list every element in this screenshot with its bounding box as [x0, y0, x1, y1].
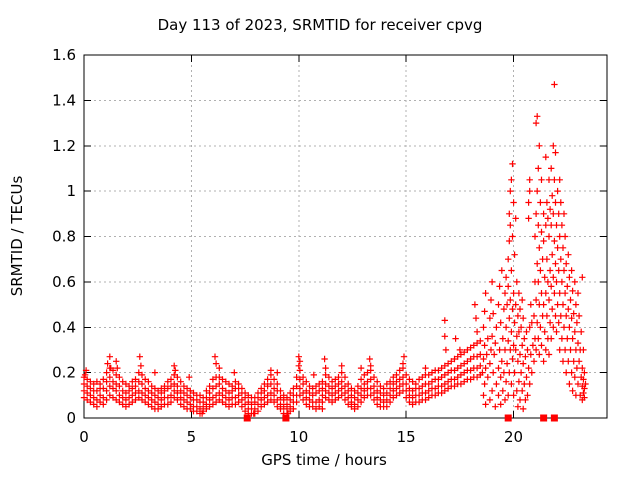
y-tick-label: 1.2	[52, 137, 76, 155]
y-tick-label: 0	[66, 409, 76, 427]
y-tick-label: 0.8	[52, 228, 76, 246]
tick-labels: 0 5 10 15 20 0 0.2 0.4 0.6 0.8 1 1.2 1.4 1.6	[52, 46, 523, 446]
y-tick-label: 0.6	[52, 273, 76, 291]
x-tick-label: 10	[289, 428, 308, 446]
flag-marker	[243, 414, 251, 422]
x-axis-label: GPS time / hours	[261, 451, 387, 469]
flag-marker	[550, 414, 558, 422]
chart-title: Day 113 of 2023, SRMTID for receiver cpv…	[158, 16, 483, 34]
flag-marker	[504, 414, 512, 422]
gridlines	[84, 55, 607, 418]
scatter-points-layer	[80, 81, 589, 422]
y-axis-label: SRMTID / TECUs	[8, 176, 26, 297]
x-tick-label: 5	[187, 428, 197, 446]
y-tick-label: 0.4	[52, 318, 76, 336]
flag-marker	[282, 414, 290, 422]
srmtid-series-points	[80, 81, 589, 417]
x-tick-label: 0	[79, 428, 89, 446]
x-tick-label: 15	[397, 428, 416, 446]
y-tick-label: 1.6	[52, 46, 76, 64]
flag-marker	[540, 414, 548, 422]
y-tick-label: 1	[66, 182, 76, 200]
plot-axes	[83, 54, 608, 419]
y-tick-label: 0.2	[52, 364, 76, 382]
y-tick-label: 1.4	[52, 91, 76, 109]
x-tick-label: 20	[504, 428, 523, 446]
